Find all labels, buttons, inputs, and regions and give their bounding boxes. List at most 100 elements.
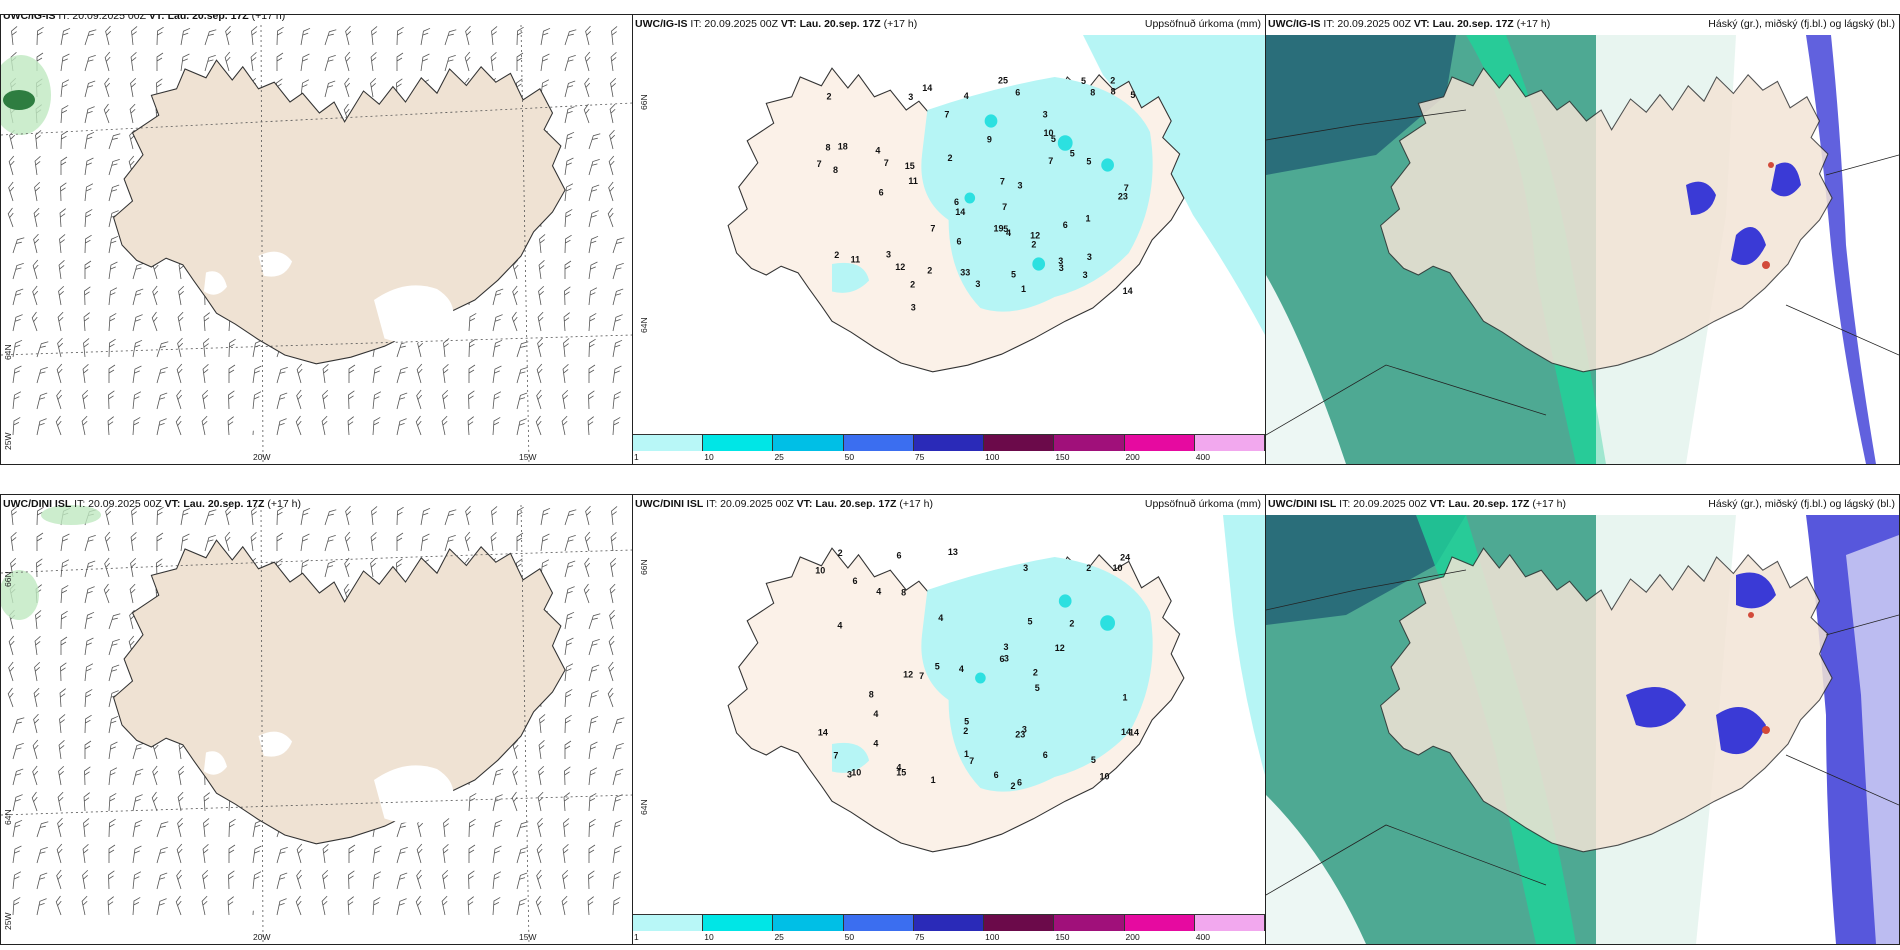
colorbar-swatch: [773, 434, 844, 451]
wind-barb: [31, 791, 38, 812]
precip-value-label: 3: [1003, 642, 1008, 652]
wind-barb: [156, 506, 164, 526]
wind-barb: [60, 559, 70, 578]
wind-barb: [468, 390, 475, 410]
precip-value-label: 7: [817, 159, 822, 169]
wind-barb: [564, 689, 573, 708]
colorbar-tick-label: 25: [774, 452, 784, 462]
precip-value-label: 10: [851, 767, 861, 777]
precip-value-label: 2: [947, 153, 952, 163]
wind-barb: [536, 843, 543, 864]
colorbar-tick-label: 10: [704, 932, 714, 942]
wind-barb: [468, 338, 476, 358]
map-panel-wind-igis[interactable]: UWC/IG-IS IT: 20.09.2025 00Z VT: Lau. 20…: [0, 14, 633, 465]
wind-barb: [104, 531, 111, 552]
precip-value-label: 6: [896, 551, 901, 561]
wind-barb: [396, 366, 408, 384]
wind-barb: [562, 364, 569, 384]
wind-barb: [465, 505, 471, 526]
wind-barb: [564, 766, 571, 786]
wind-barb: [564, 714, 572, 734]
wind-barb: [564, 534, 576, 552]
wind-barb: [537, 337, 543, 358]
wind-barb: [536, 389, 543, 410]
wind-barb: [492, 391, 502, 410]
precip-value-label: 4: [876, 586, 881, 596]
lat-label: 64N: [639, 317, 649, 333]
wind-barb: [103, 103, 110, 124]
wind-barb: [420, 533, 430, 552]
wind-barb: [84, 131, 95, 150]
precip-value-label: 11: [851, 254, 861, 264]
wind-barb: [322, 844, 329, 864]
colorbar-tick-label: 150: [1055, 932, 1070, 942]
wind-barb: [132, 768, 144, 786]
precip-value-label: 4: [873, 709, 878, 719]
precip-value-label: 2: [1069, 619, 1074, 629]
wind-barb: [83, 338, 90, 358]
wind-barb: [12, 845, 22, 864]
wind-barb: [55, 895, 62, 916]
precip-value-label: 4: [959, 664, 964, 674]
wind-barb: [131, 26, 138, 46]
wind-barb: [588, 638, 600, 656]
wind-barb: [612, 262, 624, 280]
wind-barb: [84, 80, 96, 98]
wind-barb: [612, 717, 625, 734]
map-panel-wind-dini[interactable]: UWC/DINI ISL IT: 20.09.2025 00Z VT: Lau.…: [0, 494, 633, 945]
wind-barb: [105, 25, 111, 46]
map-panel-cloud-dini[interactable]: UWC/DINI ISL IT: 20.09.2025 00Z VT: Lau.…: [1265, 494, 1900, 945]
wind-barb: [8, 155, 15, 176]
wind-barb: [84, 740, 92, 759]
wind-barb: [610, 52, 617, 72]
wind-barb: [204, 29, 217, 46]
precip-value-label: 8: [825, 143, 830, 153]
wind-barb: [516, 418, 527, 436]
wind-barb: [535, 415, 542, 436]
wind-barb: [296, 363, 303, 384]
precip-value-label: 1: [1021, 284, 1026, 294]
precip-value-label: 23: [1015, 730, 1025, 740]
wind-barb: [588, 793, 597, 812]
map-panel-precip-dini[interactable]: UWC/DINI ISL IT: 20.09.2025 00Z VT: Lau.…: [632, 494, 1266, 945]
wind-barb: [348, 870, 355, 890]
wind-barb: [156, 821, 169, 838]
wind-barb: [324, 80, 336, 98]
wind-barb: [203, 312, 210, 332]
colorbar-tick-label: 50: [844, 932, 855, 942]
wind-barb: [536, 363, 543, 384]
wind-barb: [512, 285, 519, 306]
wind-barb: [396, 872, 408, 890]
wind-barb: [84, 106, 95, 124]
colorbar-swatch: [1054, 434, 1125, 451]
precip-value-label: 4: [938, 613, 943, 623]
precip-value-label: 7: [1124, 183, 1129, 193]
wind-barb: [156, 392, 168, 410]
lon-label: 20W: [253, 452, 271, 462]
wind-barb: [512, 765, 519, 786]
wind-barb: [201, 895, 208, 916]
wind-barb: [300, 53, 310, 72]
wind-barb: [588, 313, 597, 332]
precip-value-label: 3: [1043, 110, 1048, 120]
wind-barb: [416, 843, 423, 864]
map-panel-precip-igis[interactable]: UWC/IG-IS IT: 20.09.2025 00Z VT: Lau. 20…: [632, 14, 1266, 465]
wind-barb: [396, 898, 407, 916]
wind-barb: [60, 130, 68, 150]
precip-value-label: 5: [1011, 269, 1016, 279]
wind-barb: [132, 819, 143, 838]
wind-barb: [612, 339, 623, 358]
wind-barb: [203, 792, 210, 812]
wind-barb: [83, 792, 90, 812]
wind-barb: [612, 845, 622, 864]
wind-map: [1, 15, 632, 464]
wind-map: [1, 495, 632, 944]
wind-barb: [36, 418, 47, 436]
wind-barb: [300, 79, 310, 98]
wind-barb: [84, 689, 93, 708]
wind-barb: [468, 818, 476, 838]
wind-barb: [276, 898, 287, 916]
wind-barb: [564, 260, 572, 279]
precip-value-label: 1: [964, 749, 969, 759]
map-panel-cloud-igis[interactable]: UWC/IG-IS IT: 20.09.2025 00Z VT: Lau. 20…: [1265, 14, 1900, 465]
